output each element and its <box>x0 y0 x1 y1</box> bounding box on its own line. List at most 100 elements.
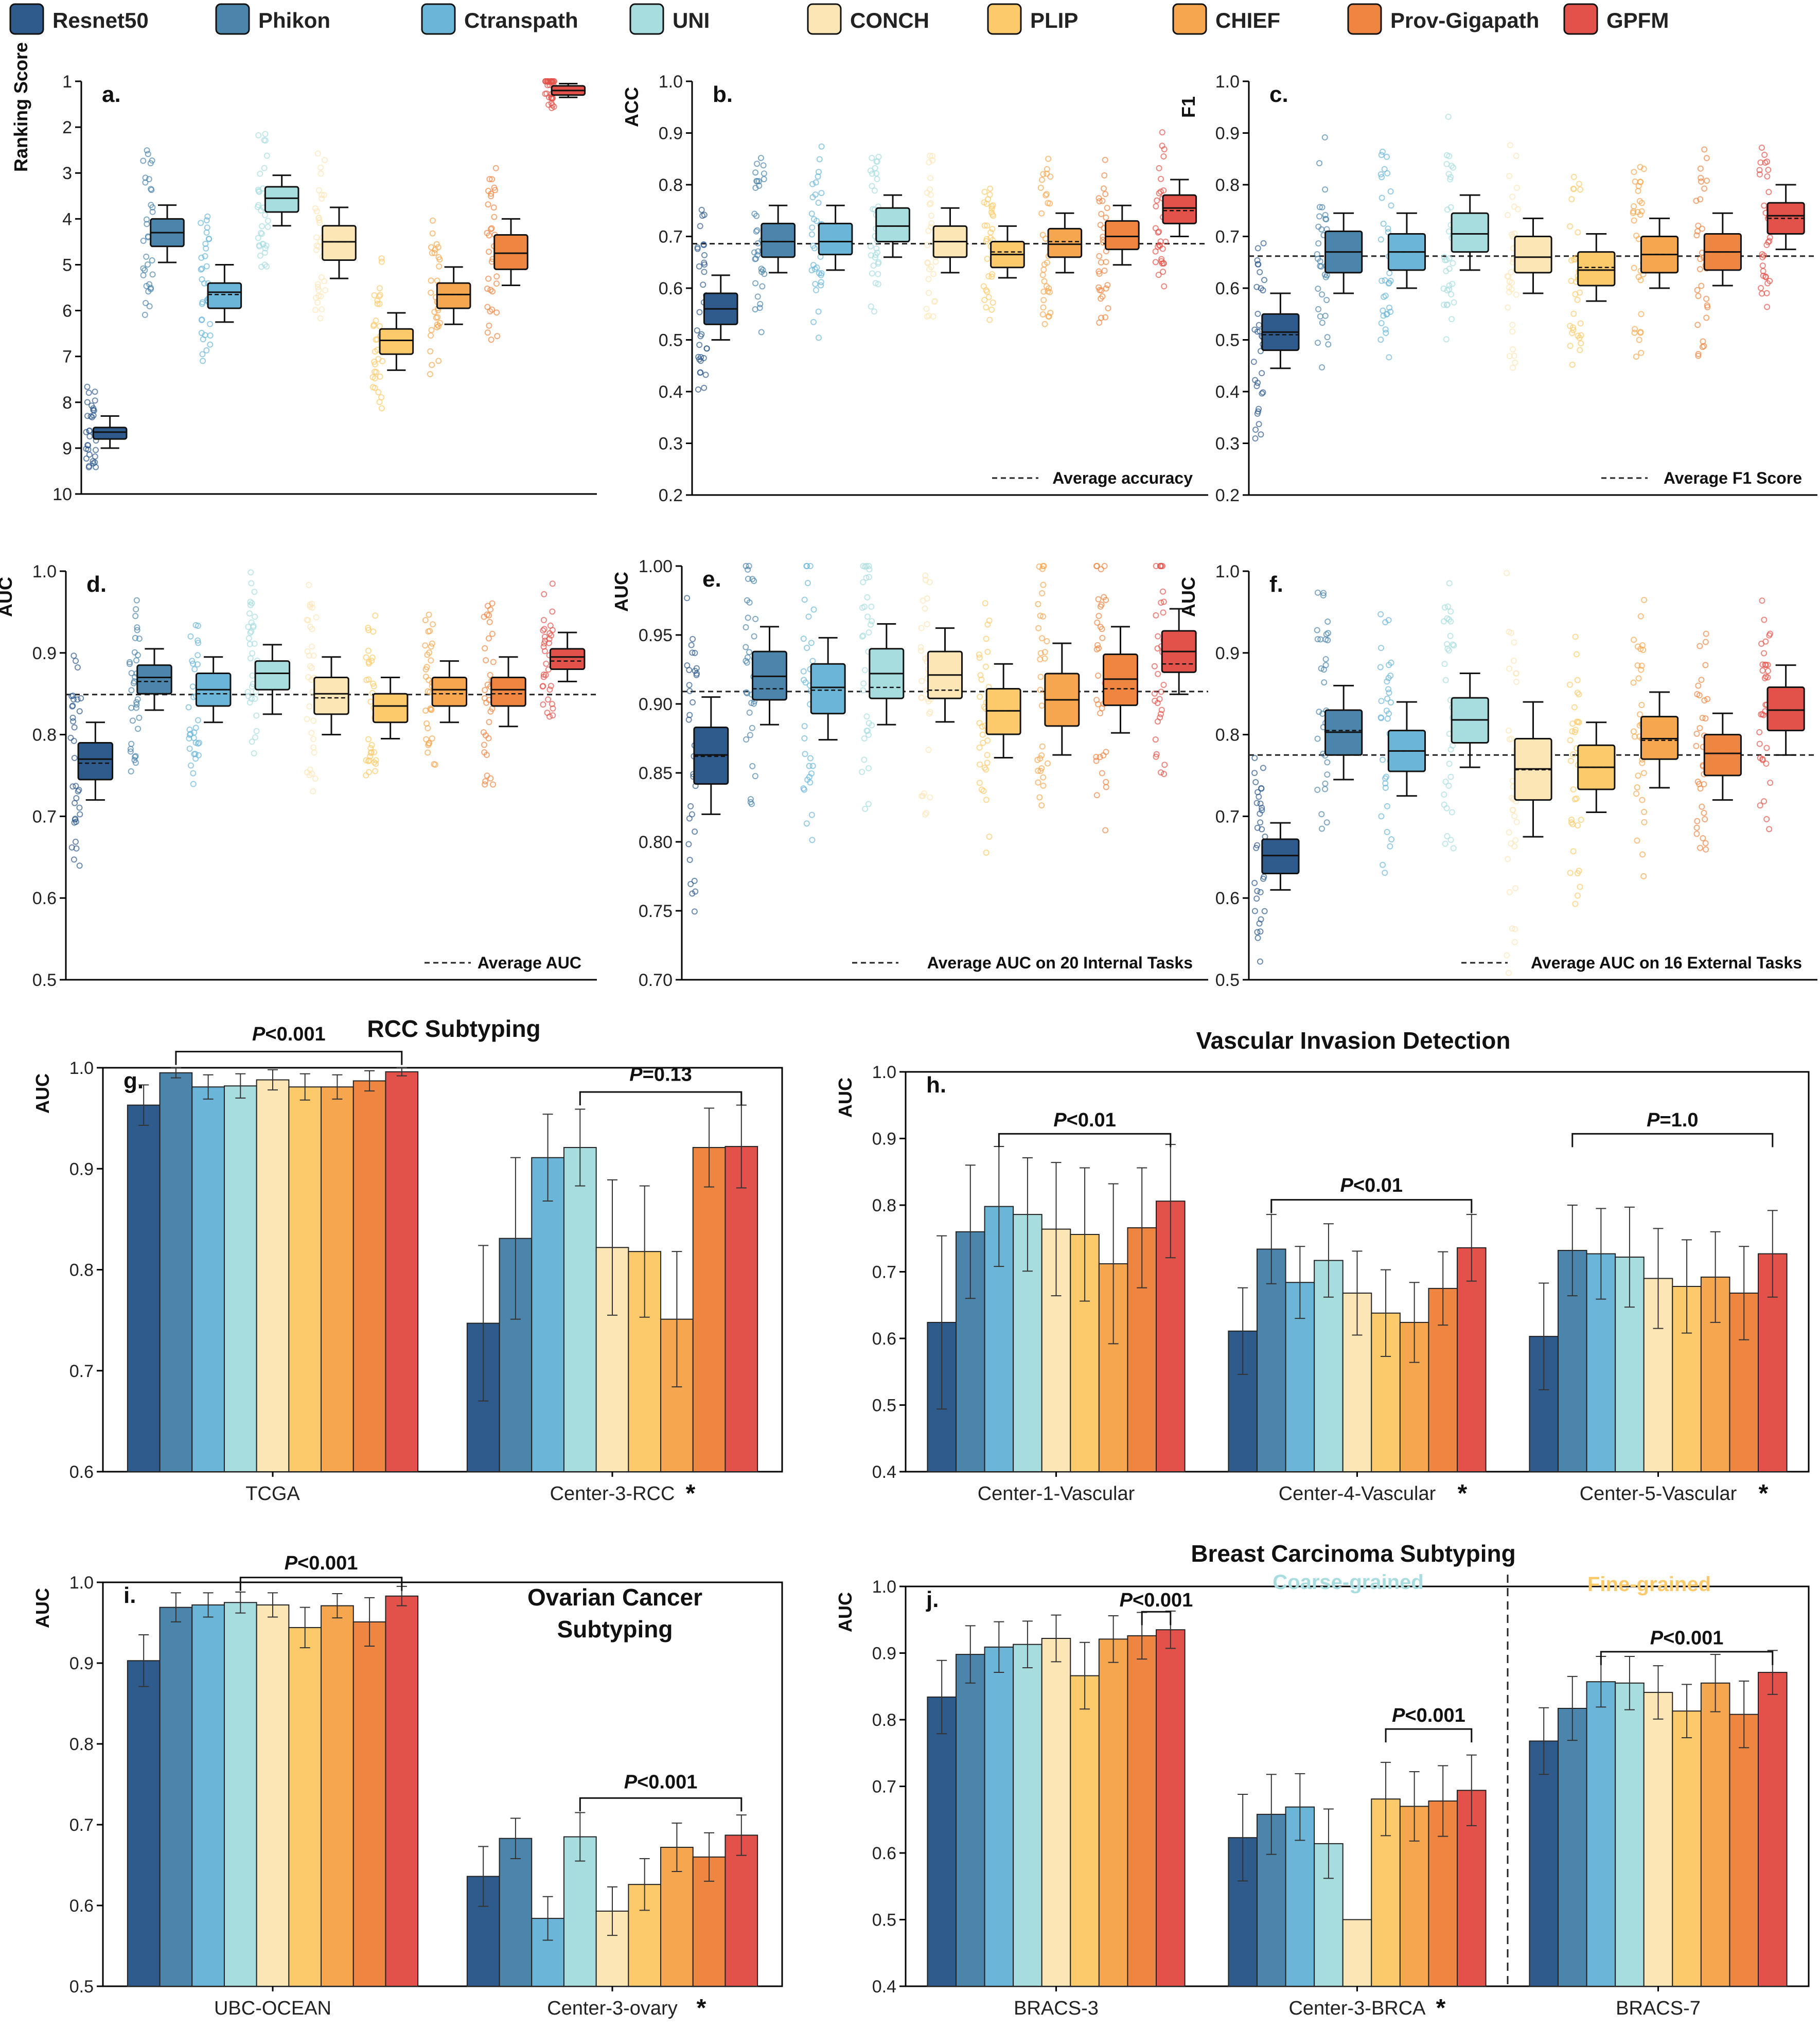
bar-gpfm <box>385 1595 419 1987</box>
data-point <box>699 213 706 219</box>
data-point <box>979 723 985 730</box>
data-point <box>859 633 865 640</box>
bar-prov-gigapath <box>352 1621 386 1987</box>
data-point <box>541 591 547 597</box>
data-point <box>85 442 92 449</box>
box-uni <box>859 563 905 812</box>
panel-letter: a. <box>102 82 121 107</box>
data-point <box>195 752 202 758</box>
data-point <box>246 641 253 647</box>
data-point <box>1324 619 1331 625</box>
data-point <box>983 304 989 311</box>
data-point <box>1763 760 1770 767</box>
data-point <box>1158 769 1164 776</box>
data-point <box>1638 702 1645 709</box>
data-point <box>747 732 753 738</box>
data-point <box>363 772 369 779</box>
data-point <box>1636 337 1642 343</box>
data-point <box>190 770 197 776</box>
data-point <box>1442 779 1449 785</box>
data-point <box>1388 699 1394 706</box>
data-point <box>1704 696 1711 702</box>
box-gpfm <box>542 78 586 112</box>
data-point <box>1152 736 1159 743</box>
data-point <box>808 231 815 238</box>
box-resnet50 <box>83 383 128 471</box>
data-point <box>1158 175 1164 182</box>
data-point <box>754 293 761 300</box>
data-point <box>1631 329 1638 336</box>
data-point <box>1040 581 1047 588</box>
data-point <box>207 332 214 339</box>
data-point <box>304 648 311 655</box>
data-point <box>1093 792 1100 799</box>
data-point <box>1703 630 1709 637</box>
y-tick-label: 0.7 <box>1215 227 1240 247</box>
y-tick-label: 0.7 <box>872 1777 896 1797</box>
data-point <box>1568 277 1575 284</box>
data-point <box>810 319 817 325</box>
data-point <box>1631 203 1637 210</box>
data-point <box>192 755 199 762</box>
data-point <box>1382 326 1389 333</box>
data-point <box>1041 278 1048 285</box>
data-point <box>979 731 986 738</box>
data-point <box>860 680 867 687</box>
data-point <box>246 610 253 617</box>
data-point <box>1153 612 1159 619</box>
data-point <box>925 227 932 234</box>
data-point <box>701 269 708 275</box>
data-point <box>986 617 993 624</box>
chart-c: 0.20.30.40.50.60.70.80.91.0F1 c.Average F… <box>1178 72 1817 505</box>
data-point <box>804 645 810 651</box>
data-point <box>189 683 196 690</box>
data-point <box>818 190 825 197</box>
bar-gpfm <box>725 1146 758 1472</box>
data-point <box>249 672 256 679</box>
data-point <box>314 150 321 157</box>
data-point <box>761 176 767 183</box>
data-point <box>319 195 325 202</box>
y-tick-label: 0.3 <box>1215 434 1240 454</box>
data-point <box>305 674 312 681</box>
data-point <box>429 217 436 224</box>
data-point <box>491 184 498 191</box>
data-point <box>745 575 751 582</box>
data-point <box>1640 770 1647 776</box>
data-point <box>547 683 554 690</box>
data-point <box>755 248 762 255</box>
data-point <box>1641 819 1648 825</box>
data-point <box>262 211 269 218</box>
data-point <box>749 763 756 769</box>
p-letter: P <box>1053 1109 1067 1131</box>
data-point <box>1635 675 1642 682</box>
data-point <box>143 299 149 306</box>
data-point <box>1695 350 1702 357</box>
data-point <box>547 622 554 629</box>
data-point <box>1102 191 1109 198</box>
reference-label: Average F1 Score <box>1664 469 1802 487</box>
data-point <box>1765 239 1772 245</box>
data-point <box>1699 715 1706 721</box>
data-point <box>313 614 320 621</box>
data-point <box>128 740 135 747</box>
data-point <box>760 162 767 169</box>
data-point <box>929 153 935 160</box>
data-point <box>86 463 93 469</box>
data-point <box>1451 642 1457 649</box>
data-point <box>802 679 809 686</box>
data-point <box>873 158 880 165</box>
data-point <box>752 169 759 176</box>
data-point <box>484 329 491 336</box>
data-point <box>751 578 757 585</box>
box-chief <box>1630 596 1679 879</box>
data-point <box>1504 952 1510 959</box>
y-tick-label: 0.5 <box>32 970 57 990</box>
data-point <box>1157 563 1164 569</box>
data-point <box>422 642 429 649</box>
bar-phikon <box>1557 1707 1587 1987</box>
data-point <box>1379 174 1385 181</box>
data-point <box>127 746 134 752</box>
